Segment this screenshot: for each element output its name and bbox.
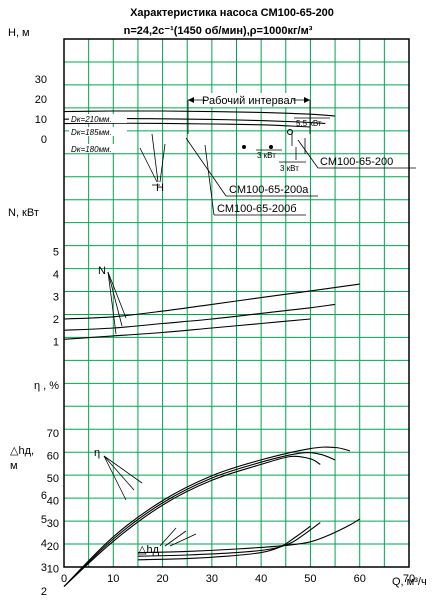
operating-point-c bbox=[269, 145, 273, 149]
working-range-marker: Рабочий интервал bbox=[187, 93, 311, 134]
power-3-label-a: 3 кВт bbox=[257, 151, 276, 160]
curve-n-label: N bbox=[98, 265, 106, 277]
h-leader-2 bbox=[151, 133, 159, 183]
n-curve-3 bbox=[63, 318, 311, 340]
model-main-leader bbox=[297, 139, 319, 169]
working-range-left-arrowhead bbox=[188, 97, 194, 103]
x-tick-label: 60 bbox=[354, 573, 366, 585]
x-tick-label: 40 bbox=[255, 573, 267, 585]
curve-eta-label: η bbox=[94, 447, 100, 459]
h-leader-3 bbox=[159, 143, 166, 183]
x-tick-label: 70 bbox=[403, 573, 415, 585]
n-tick-label: 1 bbox=[53, 337, 59, 349]
dk210-label-bg bbox=[69, 114, 127, 123]
n-tick-label: 5 bbox=[53, 247, 59, 259]
eta-tick-label: 10 bbox=[47, 563, 59, 575]
dh-leader-1 bbox=[159, 527, 177, 547]
plot-frame bbox=[63, 38, 410, 568]
chart-title-line2: n=24,2c⁻¹(1450 об/мин),ρ=1000кг/м³ bbox=[124, 25, 313, 37]
n-axis-label: N, кВт bbox=[8, 207, 39, 219]
dk185-label-bg bbox=[69, 127, 127, 136]
eta-leader-3 bbox=[103, 455, 127, 501]
eta-curve-2 bbox=[63, 452, 336, 587]
n-leader-3 bbox=[107, 271, 117, 335]
dh-tick-label: 4 bbox=[41, 538, 47, 550]
model-main-label: СМ100-65-200 bbox=[320, 156, 393, 168]
model-b-label: СМ100-65-200б bbox=[217, 203, 297, 215]
h-tick-label: 10 bbox=[35, 114, 47, 126]
x-tick-label: 50 bbox=[304, 573, 316, 585]
x-tick-label: 20 bbox=[156, 573, 168, 585]
x-tick-label: 30 bbox=[206, 573, 218, 585]
eta-tick-label: 40 bbox=[47, 496, 59, 508]
eta-leader-2 bbox=[103, 455, 135, 491]
h-tick-label: 20 bbox=[35, 94, 47, 106]
dk180-label: Dк=180мм. bbox=[71, 145, 112, 154]
h-axis-label: H, м bbox=[8, 27, 30, 39]
eta-tick-label: 30 bbox=[47, 518, 59, 530]
dh-curve-3 bbox=[137, 525, 311, 561]
dh-tick-label: 2 bbox=[41, 586, 47, 598]
model-a-leader bbox=[185, 137, 227, 197]
working-range-label: Рабочий интервал bbox=[202, 95, 296, 107]
operating-point-main bbox=[287, 129, 293, 135]
eta-curve-3 bbox=[63, 455, 321, 587]
eta-axis-label: η , % bbox=[34, 380, 59, 392]
eta-tick-label: 50 bbox=[47, 473, 59, 485]
working-range-label-bg bbox=[206, 93, 292, 107]
dh-tick-label: 5 bbox=[41, 514, 47, 526]
dh-curve-1 bbox=[137, 518, 360, 554]
dh-leader-3 bbox=[169, 533, 197, 547]
eta-curve-1 bbox=[63, 446, 351, 587]
h-tick-label: 0 bbox=[41, 134, 47, 146]
curve-h-label: H bbox=[156, 182, 164, 194]
model-b-leader bbox=[204, 144, 215, 216]
working-range-right-arrowhead bbox=[304, 97, 310, 103]
dh-leader-2 bbox=[164, 530, 187, 547]
n-leader-1 bbox=[107, 271, 127, 319]
eta-leader-1 bbox=[103, 455, 143, 484]
n-leader-2 bbox=[107, 271, 123, 327]
eta-tick-label: 20 bbox=[47, 541, 59, 553]
n-curve-1 bbox=[63, 283, 360, 320]
x-tick-label: 0 bbox=[61, 573, 67, 585]
dh-axis-label-line2: м bbox=[10, 460, 18, 472]
h-tick-label: 30 bbox=[35, 74, 47, 86]
power-3-label-b: 3 кВт bbox=[280, 164, 299, 173]
dk210-label: Dк=210мм. bbox=[71, 115, 112, 124]
dh-curve-2 bbox=[137, 522, 321, 557]
eta-tick-label: 60 bbox=[47, 450, 59, 462]
dh-axis-label-line1: △hд, bbox=[10, 445, 34, 457]
n-tick-label: 3 bbox=[53, 292, 59, 304]
dh-tick-label: 6 bbox=[41, 490, 47, 502]
n-tick-label: 2 bbox=[53, 314, 59, 326]
x-axis-label: Q, м³/ч bbox=[392, 576, 427, 588]
dk180-label-bg bbox=[69, 144, 127, 153]
operating-point-b bbox=[242, 145, 246, 149]
n-curve-2 bbox=[63, 303, 336, 331]
chart-title-line1: Характеристика насоса СМ100-65-200 bbox=[130, 7, 334, 19]
dh-tick-label: 3 bbox=[41, 562, 47, 574]
series-curves bbox=[63, 110, 360, 587]
curve-dh-label: △hд bbox=[138, 544, 160, 556]
n-tick-label: 4 bbox=[53, 269, 59, 281]
h-curve-3 bbox=[63, 122, 311, 128]
dk185-label: Dк=185мм. bbox=[71, 128, 112, 137]
model-a-label: СМ100-65-200а bbox=[229, 184, 309, 196]
tick-labels: 0 10 20 30 40 50 60 703020100543217060504030201… bbox=[35, 74, 415, 598]
h-leader-1 bbox=[139, 147, 158, 183]
eta-tick-label: 70 bbox=[47, 428, 59, 440]
power-55-label: 5,5 кВт bbox=[296, 119, 322, 128]
x-tick-label: 10 bbox=[107, 573, 119, 585]
